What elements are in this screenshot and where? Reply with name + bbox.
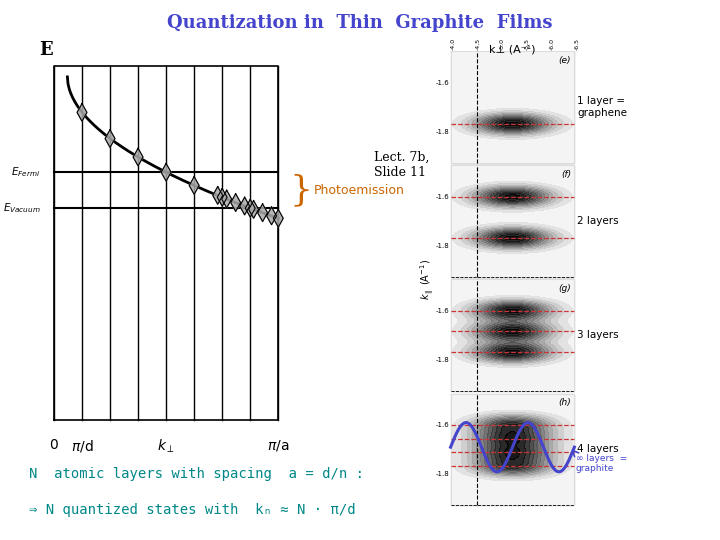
Text: Quantization in  Thin  Graphite  Films: Quantization in Thin Graphite Films (167, 14, 553, 31)
Bar (451, 165, 575, 277)
Text: 1 layer =
graphene: 1 layer = graphene (577, 97, 627, 118)
Polygon shape (266, 207, 276, 225)
Bar (451, 394, 575, 505)
Text: -1.8: -1.8 (436, 471, 449, 477)
Text: 2 layers: 2 layers (577, 217, 619, 226)
Text: -1.8: -1.8 (436, 357, 449, 363)
Bar (451, 51, 575, 163)
Polygon shape (105, 130, 115, 147)
Polygon shape (258, 204, 268, 221)
Text: 4 layers: 4 layers (577, 444, 619, 455)
Text: -1.8: -1.8 (436, 243, 449, 249)
Text: Lect. 7b,
Slide 11: Lect. 7b, Slide 11 (374, 151, 430, 179)
Text: $E_{Vacuum}$: $E_{Vacuum}$ (3, 201, 40, 214)
Text: -1.6: -1.6 (436, 194, 449, 200)
Text: k⊥ (A⁻¹): k⊥ (A⁻¹) (489, 44, 536, 55)
Text: -5.5: -5.5 (525, 38, 530, 50)
Text: -5.0: -5.0 (500, 38, 505, 50)
Polygon shape (246, 199, 255, 217)
Text: $\pi$/d: $\pi$/d (71, 437, 94, 454)
Polygon shape (189, 177, 199, 194)
Text: -4.5: -4.5 (475, 38, 480, 50)
Polygon shape (77, 104, 87, 122)
Text: (g): (g) (559, 284, 571, 293)
Text: E: E (40, 41, 53, 59)
Polygon shape (274, 210, 283, 227)
Text: (h): (h) (559, 398, 571, 407)
Text: -1.6: -1.6 (436, 422, 449, 428)
Polygon shape (213, 187, 222, 204)
Text: 0: 0 (50, 437, 58, 451)
Text: $\pi$/a: $\pi$/a (267, 437, 289, 453)
Text: ∞ layers  =
graphite: ∞ layers = graphite (576, 454, 627, 474)
Polygon shape (217, 188, 227, 206)
Polygon shape (161, 164, 171, 181)
Text: $k_\perp$: $k_\perp$ (157, 437, 175, 455)
Bar (451, 280, 575, 392)
Text: Photoemission: Photoemission (314, 184, 405, 197)
Text: $k_\parallel$ (A$^{-1}$): $k_\parallel$ (A$^{-1}$) (418, 259, 436, 300)
Polygon shape (240, 197, 250, 215)
Text: ⇒ N quantized states with  kₙ ≈ N · π/d: ⇒ N quantized states with kₙ ≈ N · π/d (29, 503, 356, 517)
Text: (f): (f) (561, 170, 571, 179)
Text: -4.0: -4.0 (451, 38, 456, 50)
Text: -1.6: -1.6 (436, 308, 449, 314)
Polygon shape (133, 148, 143, 166)
Text: 3 layers: 3 layers (577, 330, 619, 340)
Text: -6.5: -6.5 (575, 38, 580, 50)
Text: -6.0: -6.0 (549, 38, 554, 50)
Text: }: } (289, 173, 312, 207)
Polygon shape (230, 194, 240, 212)
Text: -1.6: -1.6 (436, 79, 449, 86)
Text: (e): (e) (559, 56, 571, 65)
Text: N  atomic layers with spacing  a = d/n :: N atomic layers with spacing a = d/n : (29, 467, 364, 481)
Polygon shape (222, 190, 232, 208)
Polygon shape (248, 200, 258, 218)
Text: $E_{Fermi}$: $E_{Fermi}$ (12, 165, 40, 179)
Text: -1.8: -1.8 (436, 129, 449, 135)
